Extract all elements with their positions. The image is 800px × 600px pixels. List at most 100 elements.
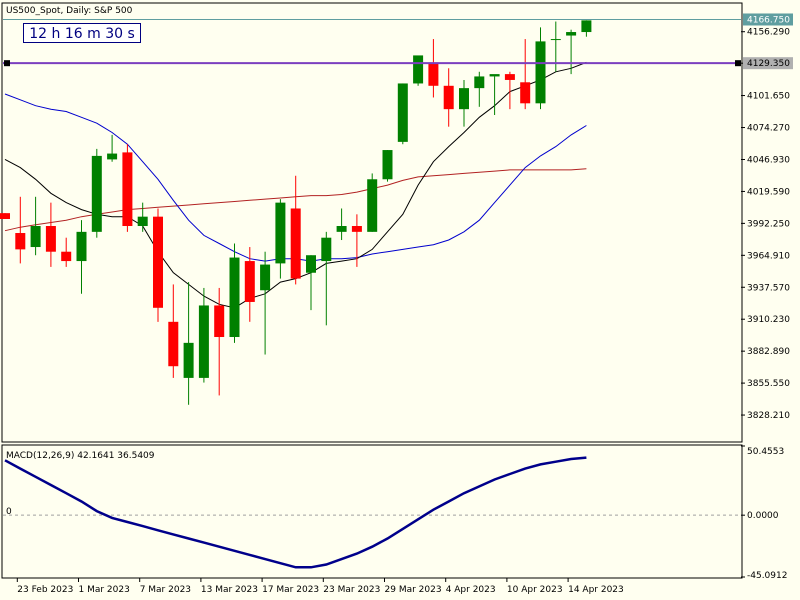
candle-body xyxy=(367,179,378,232)
candle-body xyxy=(290,208,301,279)
candle-body xyxy=(168,321,179,367)
candle-body xyxy=(45,226,56,252)
candle-17 xyxy=(260,251,271,355)
candle-6 xyxy=(91,148,102,238)
candle-25 xyxy=(382,150,393,182)
candle-body xyxy=(306,255,316,273)
macd-title: MACD(12,26,9) 42.1641 36.5409 xyxy=(6,451,155,461)
candle-22 xyxy=(336,208,347,241)
candle-body xyxy=(459,88,469,110)
candle-body xyxy=(520,82,531,104)
candle-body xyxy=(229,257,240,338)
candle-body xyxy=(382,150,393,180)
candlestick-series xyxy=(0,20,592,405)
candle-21 xyxy=(321,231,332,326)
candle-28 xyxy=(428,39,439,98)
candle-body xyxy=(397,83,408,142)
macd-tick-label: 50.4553 xyxy=(747,447,784,457)
candle-15 xyxy=(229,243,240,343)
candle-body xyxy=(443,85,454,110)
price-tick-label: 3964.910 xyxy=(747,251,790,261)
price-tick-label: 3910.230 xyxy=(747,315,790,325)
time-tick-label: 14 Apr 2023 xyxy=(568,585,624,595)
current-price-label: 4166.750 xyxy=(747,15,790,25)
candle-16 xyxy=(244,247,255,322)
candle-38 xyxy=(581,20,592,37)
candle-body xyxy=(474,76,485,89)
candle-29 xyxy=(443,68,454,127)
candle-18 xyxy=(275,199,286,279)
price-tick-label: 3855.550 xyxy=(747,379,790,389)
candle-body xyxy=(428,62,439,86)
candle-body xyxy=(566,32,577,36)
candle-4 xyxy=(61,237,72,267)
macd-axis: 50.4553 0.0000 -45.0912 xyxy=(741,445,787,581)
level-handle-left xyxy=(4,60,10,67)
price-overlays: 4166.750 4129.350 xyxy=(3,13,793,70)
candle-countdown: 12 h 16 m 30 s xyxy=(23,23,141,43)
candle-body xyxy=(275,202,286,264)
candle-body xyxy=(413,55,424,84)
candle-20 xyxy=(306,255,316,311)
time-tick-label: 17 Mar 2023 xyxy=(262,585,319,595)
time-tick-label: 29 Mar 2023 xyxy=(385,585,442,595)
candle-35 xyxy=(535,27,546,110)
macd-pane-frame xyxy=(1,444,743,579)
price-tick-label: 3937.570 xyxy=(747,283,790,293)
macd-tick-label: -45.0912 xyxy=(747,571,787,581)
candle-body xyxy=(107,153,118,160)
candle-body xyxy=(137,216,148,227)
candle-body xyxy=(91,155,102,232)
candle-body xyxy=(351,226,362,232)
candle-13 xyxy=(198,287,209,383)
time-tick-label: 13 Mar 2023 xyxy=(201,585,258,595)
candle-11 xyxy=(168,284,179,378)
candle-body xyxy=(30,226,41,248)
macd-tick-label: 0.0000 xyxy=(747,511,779,521)
candle-body xyxy=(336,226,347,232)
candle-12 xyxy=(183,282,194,405)
candle-1 xyxy=(15,196,26,264)
time-tick-label: 1 Mar 2023 xyxy=(79,585,130,595)
candle-body xyxy=(489,74,500,77)
candle-body xyxy=(15,233,26,250)
candle-14 xyxy=(214,287,225,396)
price-tick-label: 3992.250 xyxy=(747,219,790,229)
level-tag-bg xyxy=(743,57,793,70)
macd-indicator xyxy=(3,456,741,569)
candle-body xyxy=(183,342,194,378)
candle-body xyxy=(260,264,271,291)
price-tick-label: 3828.210 xyxy=(747,411,790,421)
candle-19 xyxy=(290,175,301,285)
candle-34 xyxy=(520,39,531,110)
time-axis: 23 Feb 2023 1 Mar 2023 7 Mar 2023 13 Mar 20… xyxy=(16,578,624,595)
candle-8 xyxy=(122,144,133,232)
candle-5 xyxy=(76,220,87,294)
candle-30 xyxy=(459,79,469,127)
candle-24 xyxy=(367,173,378,232)
candle-body xyxy=(581,20,592,33)
current-price-tag-bg xyxy=(743,13,793,26)
price-tick-label: 4101.650 xyxy=(747,92,790,102)
time-tick-label: 10 Apr 2023 xyxy=(507,585,563,595)
candle-body xyxy=(504,74,515,80)
candle-body xyxy=(535,41,546,104)
macd-line xyxy=(4,456,587,569)
level-handle-right xyxy=(735,60,741,67)
price-tick-label: 3882.890 xyxy=(747,347,790,357)
candle-0 xyxy=(0,213,10,219)
time-tick-label: 4 Apr 2023 xyxy=(446,585,496,595)
candle-body xyxy=(153,216,163,308)
price-tick-label: 4156.290 xyxy=(747,28,790,38)
candle-body xyxy=(122,152,133,227)
candle-body xyxy=(198,305,209,378)
candle-body xyxy=(321,237,332,262)
main-pane-frame xyxy=(1,2,743,443)
candle-26 xyxy=(397,83,408,145)
candle-body xyxy=(76,231,87,262)
candle-32 xyxy=(489,74,500,116)
macd-zero-label: 0 xyxy=(6,507,12,517)
price-tick-label: 4074.270 xyxy=(747,124,790,134)
candle-3 xyxy=(45,202,56,267)
